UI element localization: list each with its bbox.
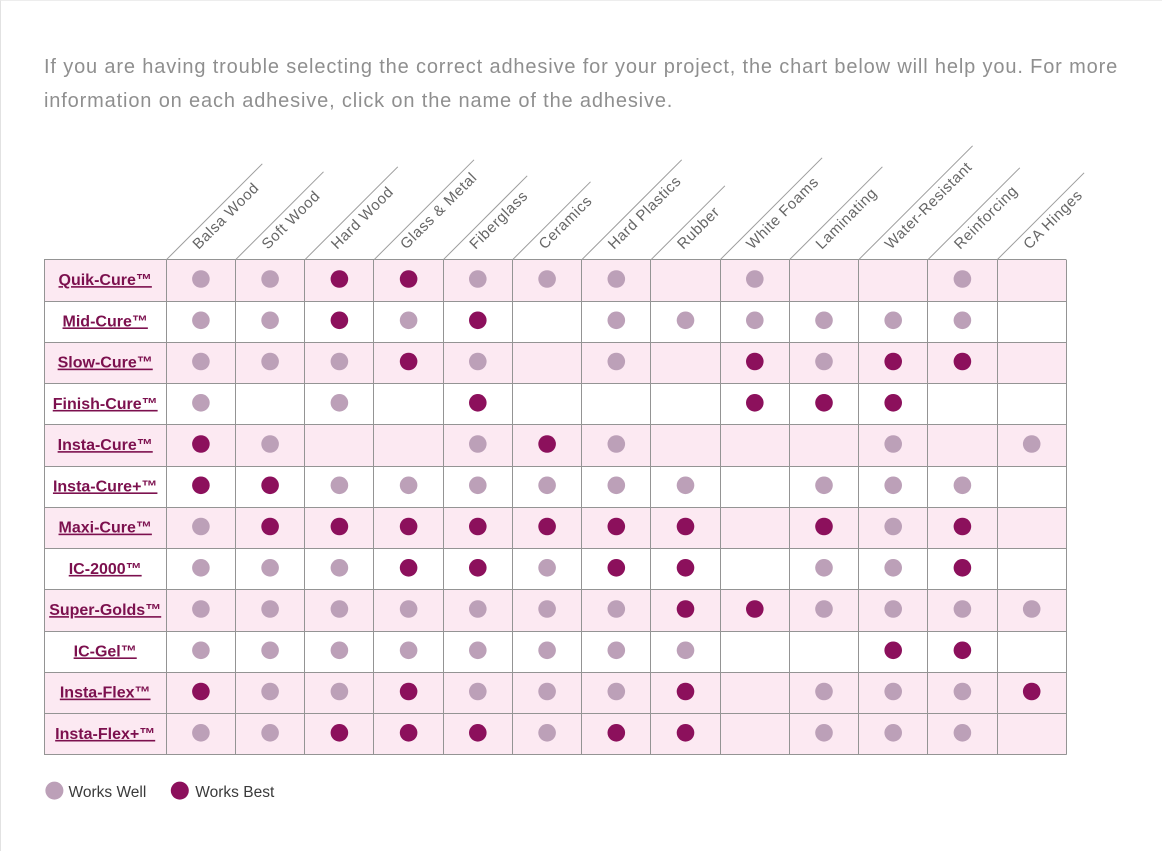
svg-text:Super-Golds™: Super-Golds™ <box>49 602 161 619</box>
svg-text:Rubber: Rubber <box>674 203 723 252</box>
svg-text:Mid-Cure™: Mid-Cure™ <box>63 313 148 330</box>
svg-text:Maxi-Cure™: Maxi-Cure™ <box>59 520 152 537</box>
svg-text:Slow-Cure™: Slow-Cure™ <box>58 355 153 372</box>
svg-text:Laminating: Laminating <box>813 185 881 253</box>
svg-text:Works Well: Works Well <box>69 784 147 801</box>
svg-text:IC-Gel™: IC-Gel™ <box>74 643 137 660</box>
svg-text:Balsa Wood: Balsa Wood <box>189 180 262 253</box>
svg-text:Insta-Cure+™: Insta-Cure+™ <box>53 478 157 495</box>
svg-text:Soft Wood: Soft Wood <box>259 188 324 253</box>
svg-text:Quik-Cure™: Quik-Cure™ <box>59 272 152 289</box>
svg-text:Insta-Cure™: Insta-Cure™ <box>58 437 153 454</box>
svg-text:Finish-Cure™: Finish-Cure™ <box>53 396 158 413</box>
svg-text:Reinforcing: Reinforcing <box>951 182 1021 252</box>
svg-text:Insta-Flex+™: Insta-Flex+™ <box>55 726 155 743</box>
svg-text:Works Best: Works Best <box>195 784 275 801</box>
svg-text:Ceramics: Ceramics <box>536 193 596 253</box>
svg-text:CA Hinges: CA Hinges <box>1020 187 1086 253</box>
svg-text:White Foams: White Foams <box>743 174 822 253</box>
svg-text:Insta-Flex™: Insta-Flex™ <box>60 685 151 702</box>
svg-text:Hard Wood: Hard Wood <box>328 184 397 253</box>
svg-text:IC-2000™: IC-2000™ <box>69 561 142 578</box>
svg-text:Fiberglass: Fiberglass <box>466 188 531 253</box>
